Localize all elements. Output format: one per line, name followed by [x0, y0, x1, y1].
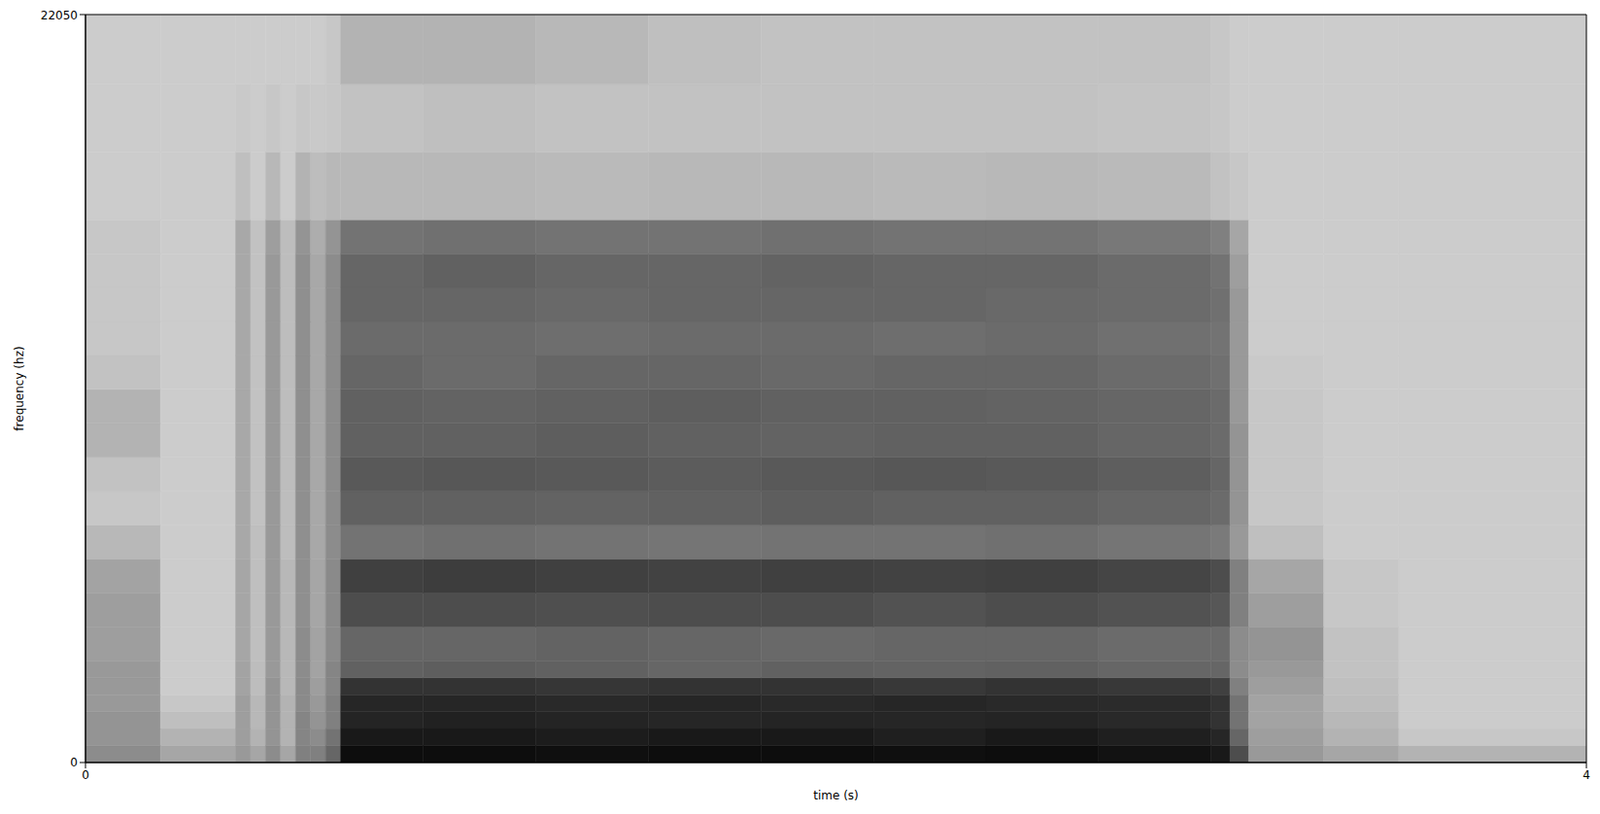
- svg-text:frequency (hz): frequency (hz): [12, 345, 27, 431]
- svg-text:22050: 22050: [40, 8, 78, 23]
- svg-text:time (s): time (s): [813, 788, 859, 803]
- svg-text:4: 4: [1582, 768, 1591, 783]
- svg-text:0: 0: [81, 768, 90, 783]
- svg-text:0: 0: [69, 755, 78, 770]
